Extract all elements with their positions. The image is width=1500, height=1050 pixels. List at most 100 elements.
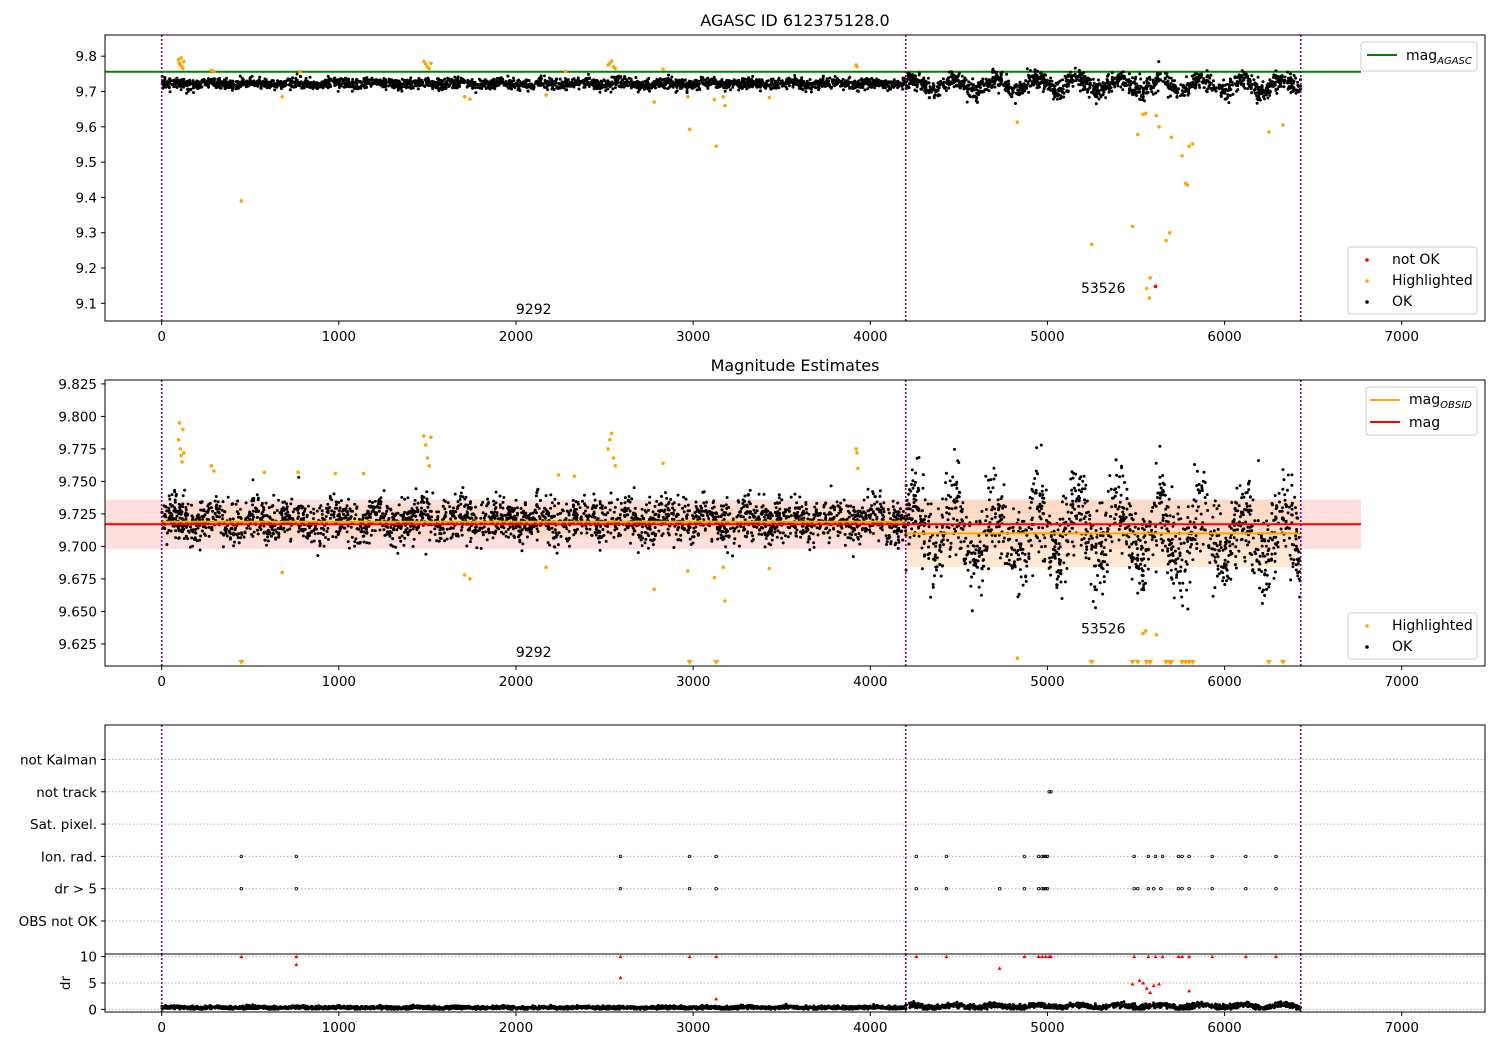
- ok-point: [481, 533, 485, 537]
- ok-point: [757, 492, 761, 496]
- highlighted-point: [1167, 230, 1172, 235]
- ok-point: [1141, 98, 1145, 102]
- ok-point: [643, 541, 647, 545]
- ok-point: [632, 486, 636, 490]
- ok-point: [1219, 86, 1223, 89]
- ok-point: [498, 81, 502, 85]
- ok-point: [310, 540, 314, 544]
- ok-point: [598, 90, 602, 94]
- highlighted-point: [1089, 242, 1094, 247]
- ok-point: [520, 549, 524, 553]
- ok-point: [987, 89, 991, 93]
- ok-point: [260, 81, 264, 85]
- ok-point: [1205, 90, 1209, 94]
- ok-point: [819, 81, 823, 85]
- ok-point: [817, 88, 820, 92]
- ok-point: [938, 83, 942, 87]
- ok-point: [255, 81, 259, 85]
- ok-point: [328, 85, 332, 89]
- ok-point: [891, 505, 895, 509]
- ok-point: [1033, 68, 1037, 72]
- ok-point: [553, 79, 557, 83]
- ok-point: [1074, 79, 1078, 83]
- ok-point: [221, 513, 224, 517]
- ok-point: [1041, 78, 1044, 82]
- ok-point: [1172, 84, 1176, 88]
- ok-point: [1256, 75, 1260, 79]
- ok-point: [1138, 97, 1142, 101]
- ok-point: [1059, 87, 1063, 91]
- ok-point: [167, 86, 171, 90]
- ok-point: [274, 82, 278, 86]
- ok-point: [410, 84, 414, 88]
- ok-point: [440, 82, 444, 86]
- ok-point: [1154, 76, 1158, 80]
- ok-point: [1086, 90, 1089, 94]
- ok-point: [754, 83, 758, 86]
- ok-point: [954, 83, 958, 87]
- ok-point: [512, 79, 516, 83]
- ok-point: [1193, 72, 1197, 76]
- highlighted-point: [723, 103, 727, 108]
- ok-point: [174, 529, 178, 533]
- ok-point: [555, 551, 559, 555]
- ok-point: [407, 85, 411, 89]
- ok-point: [568, 544, 571, 548]
- ok-point: [556, 85, 560, 89]
- ok-point: [1007, 87, 1011, 91]
- ok-point: [726, 83, 730, 87]
- ok-point: [349, 525, 353, 529]
- ok-point: [648, 495, 652, 499]
- ok-point: [1083, 87, 1087, 91]
- ok-point: [866, 495, 870, 499]
- ok-point: [1041, 90, 1045, 94]
- ok-point: [706, 86, 710, 90]
- highlighted-point: [468, 97, 472, 102]
- ok-point: [291, 76, 295, 80]
- ok-point: [973, 95, 977, 98]
- ok-point: [343, 85, 347, 89]
- highlighted-point: [721, 94, 726, 99]
- ok-point: [1149, 87, 1153, 91]
- ok-point: [446, 501, 450, 505]
- ok-point: [764, 86, 768, 90]
- ok-point: [856, 89, 860, 93]
- ok-point: [731, 526, 735, 530]
- ok-point: [1013, 85, 1017, 89]
- ok-point: [270, 534, 273, 538]
- ok-point: [298, 74, 302, 78]
- ok-point: [1249, 85, 1253, 88]
- ok-point: [617, 84, 621, 88]
- ok-point: [1228, 83, 1232, 87]
- ok-point: [901, 87, 905, 91]
- ok-point: [1028, 84, 1032, 88]
- ok-point: [1180, 89, 1184, 93]
- ok-point: [1282, 81, 1286, 85]
- ok-point: [1020, 82, 1024, 86]
- ok-point: [1152, 86, 1155, 90]
- y-tick-label: 9.1: [76, 296, 97, 312]
- ok-point: [627, 76, 631, 80]
- ok-point: [1018, 86, 1022, 90]
- ok-point: [621, 85, 625, 88]
- ok-point: [871, 82, 875, 86]
- not-ok-marker-swatch: [1365, 258, 1369, 262]
- ok-point: [1112, 77, 1115, 81]
- legend-highlighted: Highlighted: [1392, 273, 1473, 289]
- ok-point: [1042, 81, 1046, 85]
- ok-point: [474, 91, 478, 95]
- ok-point: [843, 543, 847, 547]
- ok-point: [1069, 75, 1073, 79]
- ok-point: [387, 77, 391, 81]
- ok-point: [444, 511, 448, 514]
- ok-point: [453, 75, 457, 79]
- ok-point: [238, 85, 242, 89]
- ok-point: [1255, 101, 1259, 105]
- ok-point: [870, 504, 874, 508]
- ok-point: [1228, 80, 1232, 84]
- highlighted-point: [179, 56, 183, 60]
- ok-point: [479, 79, 482, 83]
- ok-point: [915, 85, 919, 89]
- ok-point: [244, 83, 248, 87]
- ok-point: [1130, 91, 1134, 95]
